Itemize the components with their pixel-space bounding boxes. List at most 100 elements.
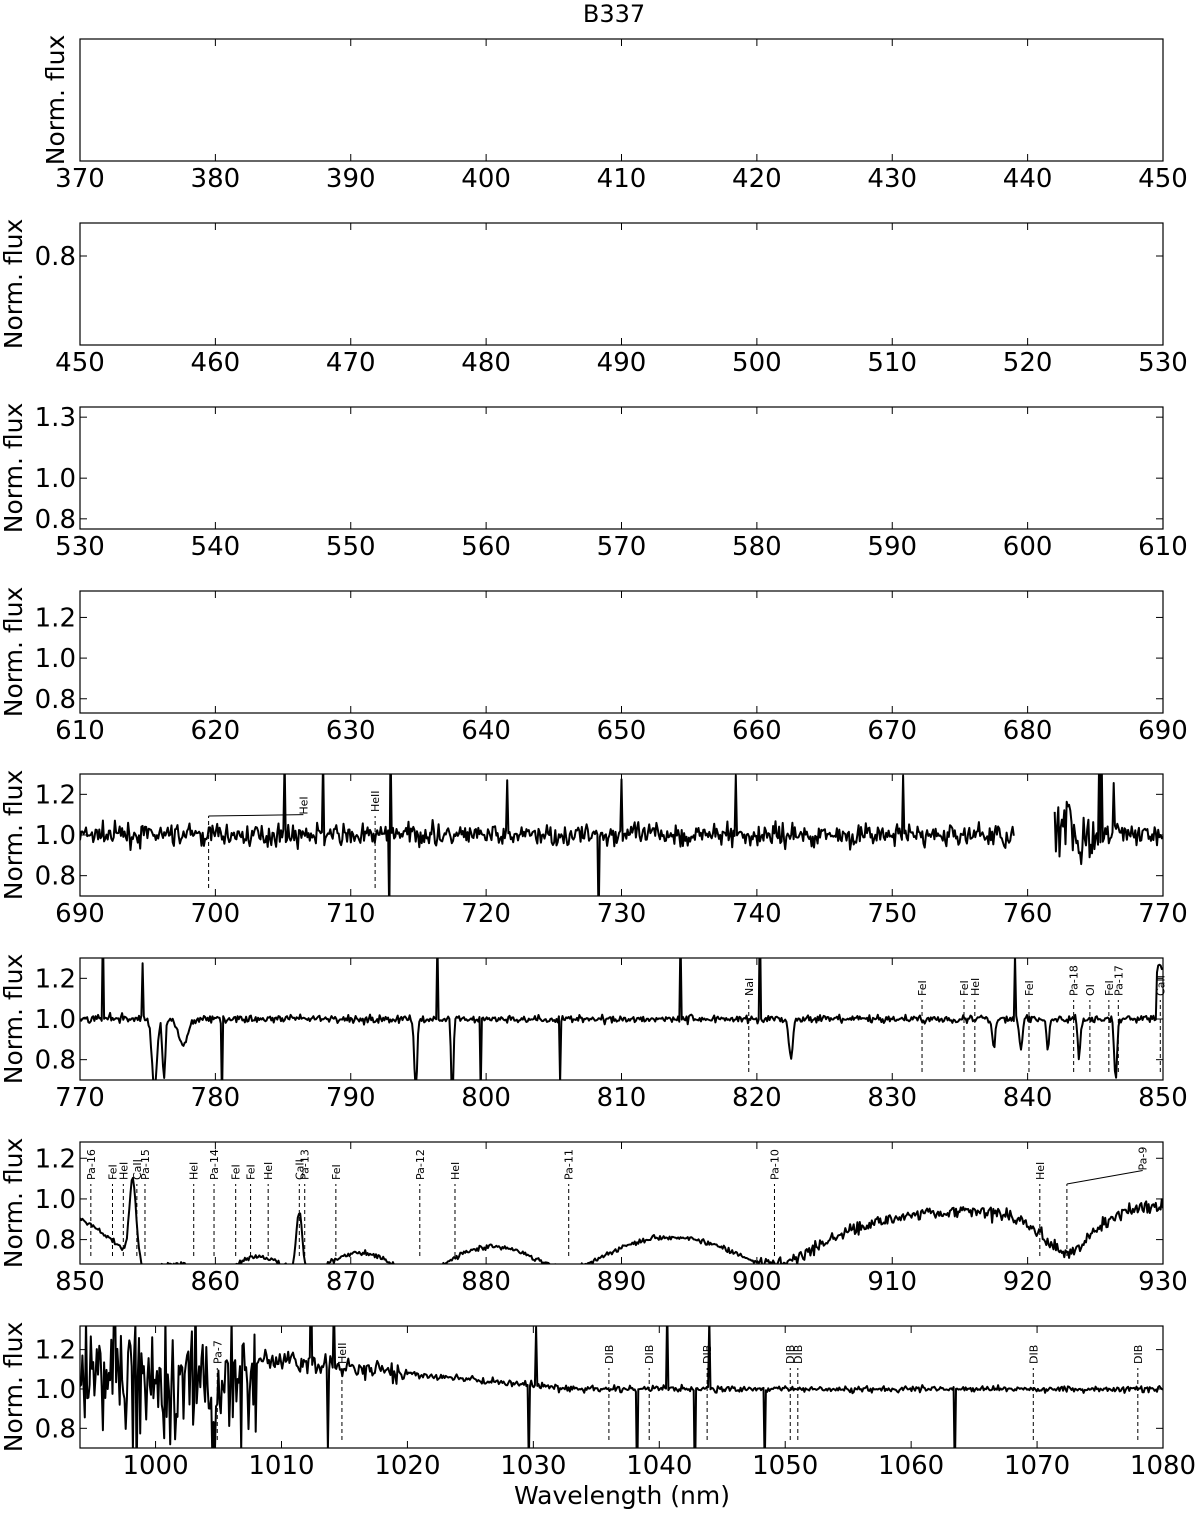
x-tick-label: 410 — [597, 164, 647, 194]
line-label: DIB — [701, 1345, 714, 1364]
x-tick-label: 400 — [461, 164, 511, 194]
line-label: DIB — [643, 1345, 656, 1364]
y-axis-label: Norm. flux — [41, 35, 70, 165]
x-tick-label: 580 — [732, 532, 782, 562]
line-label: FeI — [230, 1164, 243, 1180]
line-label: Pa-9 — [1137, 1147, 1150, 1171]
x-tick-label: 600 — [1003, 532, 1053, 562]
x-tick-label: 1000 — [122, 1451, 188, 1481]
panel-5: HeI HeII 690 700 710 720 730 740 750 760 770 1.2 1.0… — [0, 770, 1188, 929]
panel-frame — [79, 38, 1164, 162]
line-leader — [1066, 1169, 1143, 1185]
x-tick-label: 620 — [191, 716, 241, 746]
x-tick-label: 770 — [1138, 899, 1188, 929]
panel-frame — [79, 1141, 1164, 1265]
line-label: CaII — [1154, 975, 1167, 996]
line-label: NaI — [743, 978, 756, 996]
x-tick-label: 1080 — [1130, 1451, 1196, 1481]
x-tick-label: 770 — [55, 1083, 105, 1113]
y-tick-label: 1.2 — [35, 1144, 76, 1174]
x-tick-label: 370 — [55, 164, 105, 194]
spectrum-line — [80, 1176, 1163, 1264]
x-tick-label: 700 — [191, 899, 241, 929]
line-label: Pa-14 — [208, 1149, 221, 1180]
line-label: HeI — [262, 1162, 275, 1180]
line-label: FeI — [106, 1164, 119, 1180]
spectrum-line — [80, 774, 1015, 896]
y-tick-label: 1.0 — [35, 1375, 76, 1405]
line-leader — [208, 814, 304, 817]
y-tick-label: 1.2 — [35, 1336, 76, 1366]
line-label: HeI — [969, 978, 982, 996]
line-label: HeII — [336, 1342, 349, 1364]
x-tick-label: 480 — [461, 348, 511, 378]
line-label: DIB — [1027, 1345, 1040, 1364]
x-tick-label: 910 — [867, 1267, 917, 1297]
spectrum-line — [80, 958, 1163, 1080]
x-tick-label: 690 — [1138, 716, 1188, 746]
x-tick-label: 760 — [1003, 899, 1053, 929]
x-tick-label: 850 — [1138, 1083, 1188, 1113]
x-tick-label: 740 — [732, 899, 782, 929]
spectrum-line — [80, 1326, 1163, 1448]
x-tick-label: 850 — [55, 1267, 105, 1297]
y-tick-label: 0.8 — [35, 1414, 76, 1444]
x-tick-label: 490 — [597, 348, 647, 378]
x-tick-label: 1070 — [1004, 1451, 1070, 1481]
y-tick-label: 0.8 — [35, 1226, 76, 1256]
line-label: HeI — [188, 1162, 201, 1180]
x-tick-label: 860 — [191, 1267, 241, 1297]
line-label: CaII — [293, 1159, 306, 1180]
x-tick-label: 540 — [191, 532, 241, 562]
x-tick-label: 650 — [597, 716, 647, 746]
x-tick-label: 750 — [867, 899, 917, 929]
x-tick-label: 790 — [326, 1083, 376, 1113]
y-tick-label: 0.8 — [35, 1046, 76, 1076]
x-tick-label: 550 — [326, 532, 376, 562]
line-label: DIB — [792, 1345, 805, 1364]
x-tick-label: 1010 — [248, 1451, 314, 1481]
spectrum-line — [1053, 774, 1163, 866]
y-tick-label: 1.0 — [35, 821, 76, 851]
x-tick-label: 680 — [1003, 716, 1053, 746]
panel-frame — [79, 590, 1164, 714]
x-tick-label: 670 — [867, 716, 917, 746]
y-tick-label: 1.0 — [35, 644, 76, 674]
x-tick-label: 840 — [1003, 1083, 1053, 1113]
x-tick-label: 530 — [55, 532, 105, 562]
x-tick-label: 1020 — [374, 1451, 440, 1481]
line-label: HeI — [449, 1162, 462, 1180]
y-tick-label: 1.0 — [35, 464, 76, 494]
y-tick-label: 0.8 — [35, 862, 76, 892]
y-tick-label: 1.2 — [35, 964, 76, 994]
line-label: OI — [1084, 984, 1097, 996]
y-tick-label: 1.3 — [35, 403, 76, 433]
x-tick-label: 930 — [1138, 1267, 1188, 1297]
y-tick-label: 1.0 — [35, 1005, 76, 1035]
x-tick-label: 870 — [326, 1267, 376, 1297]
panel-1: 370 380 390 400 410 420 430 440 450 Norm. flux — [41, 35, 1188, 194]
line-label: FeI — [245, 1164, 258, 1180]
panel-frame — [79, 222, 1164, 346]
line-label: DIB — [1132, 1345, 1145, 1364]
x-tick-label: 900 — [732, 1267, 782, 1297]
line-label: HeI — [117, 1162, 130, 1180]
y-tick-label: 0.8 — [35, 242, 76, 272]
figure-title: B337 — [583, 0, 645, 28]
x-tick-label: 1030 — [500, 1451, 566, 1481]
x-tick-label: 890 — [597, 1267, 647, 1297]
x-tick-label: 590 — [867, 532, 917, 562]
panel-4: 610 620 630 640 650 660 670 680 690 1.2 1.0 0.8Norm… — [0, 587, 1188, 746]
x-tick-label: 780 — [191, 1083, 241, 1113]
y-axis-label: Norm. flux — [0, 1322, 28, 1452]
x-tick-label: 510 — [867, 348, 917, 378]
y-axis-label: Norm. flux — [0, 954, 28, 1084]
line-label: FeI — [1103, 980, 1116, 996]
x-axis-label: Wavelength (nm) — [514, 1481, 730, 1510]
line-label: Pa-12 — [414, 1149, 427, 1180]
x-tick-label: 460 — [191, 348, 241, 378]
x-tick-label: 630 — [326, 716, 376, 746]
